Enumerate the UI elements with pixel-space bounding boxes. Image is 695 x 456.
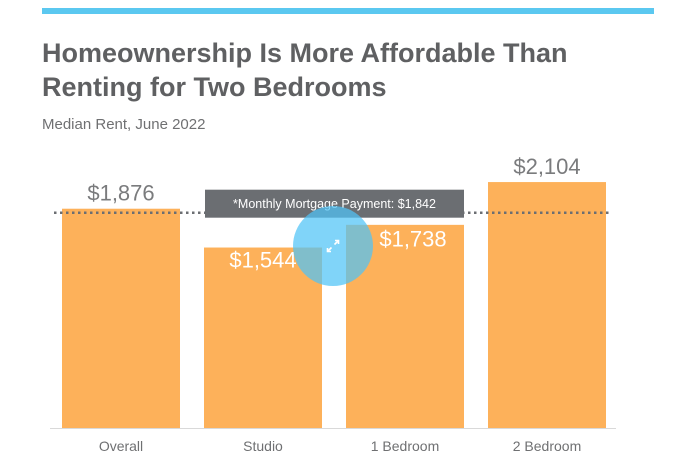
value-label-studio: $1,544 xyxy=(229,248,296,273)
bar-2-bedroom xyxy=(488,182,606,428)
value-label-overall: $1,876 xyxy=(87,181,154,206)
expand-button[interactable] xyxy=(293,206,373,286)
category-label-overall: Overall xyxy=(99,438,143,454)
bar-overall xyxy=(62,208,180,428)
expand-arrows-icon[interactable] xyxy=(326,239,340,253)
bar-studio xyxy=(204,247,322,428)
expand-button-circle[interactable] xyxy=(293,206,373,286)
chart-subtitle: Median Rent, June 2022 xyxy=(42,116,206,133)
category-label-2-bedroom: 2 Bedroom xyxy=(513,438,581,454)
value-label-2-bedroom: $2,104 xyxy=(513,154,580,179)
chart-title: Homeownership Is More Affordable Than Re… xyxy=(42,38,568,102)
accent-top-bar xyxy=(42,8,654,14)
mortgage-annotation-label: *Monthly Mortgage Payment: $1,842 xyxy=(233,197,436,211)
category-label-studio: Studio xyxy=(243,438,283,454)
value-label-1-bedroom: $1,738 xyxy=(379,227,446,252)
category-label-1-bedroom: 1 Bedroom xyxy=(371,438,439,454)
